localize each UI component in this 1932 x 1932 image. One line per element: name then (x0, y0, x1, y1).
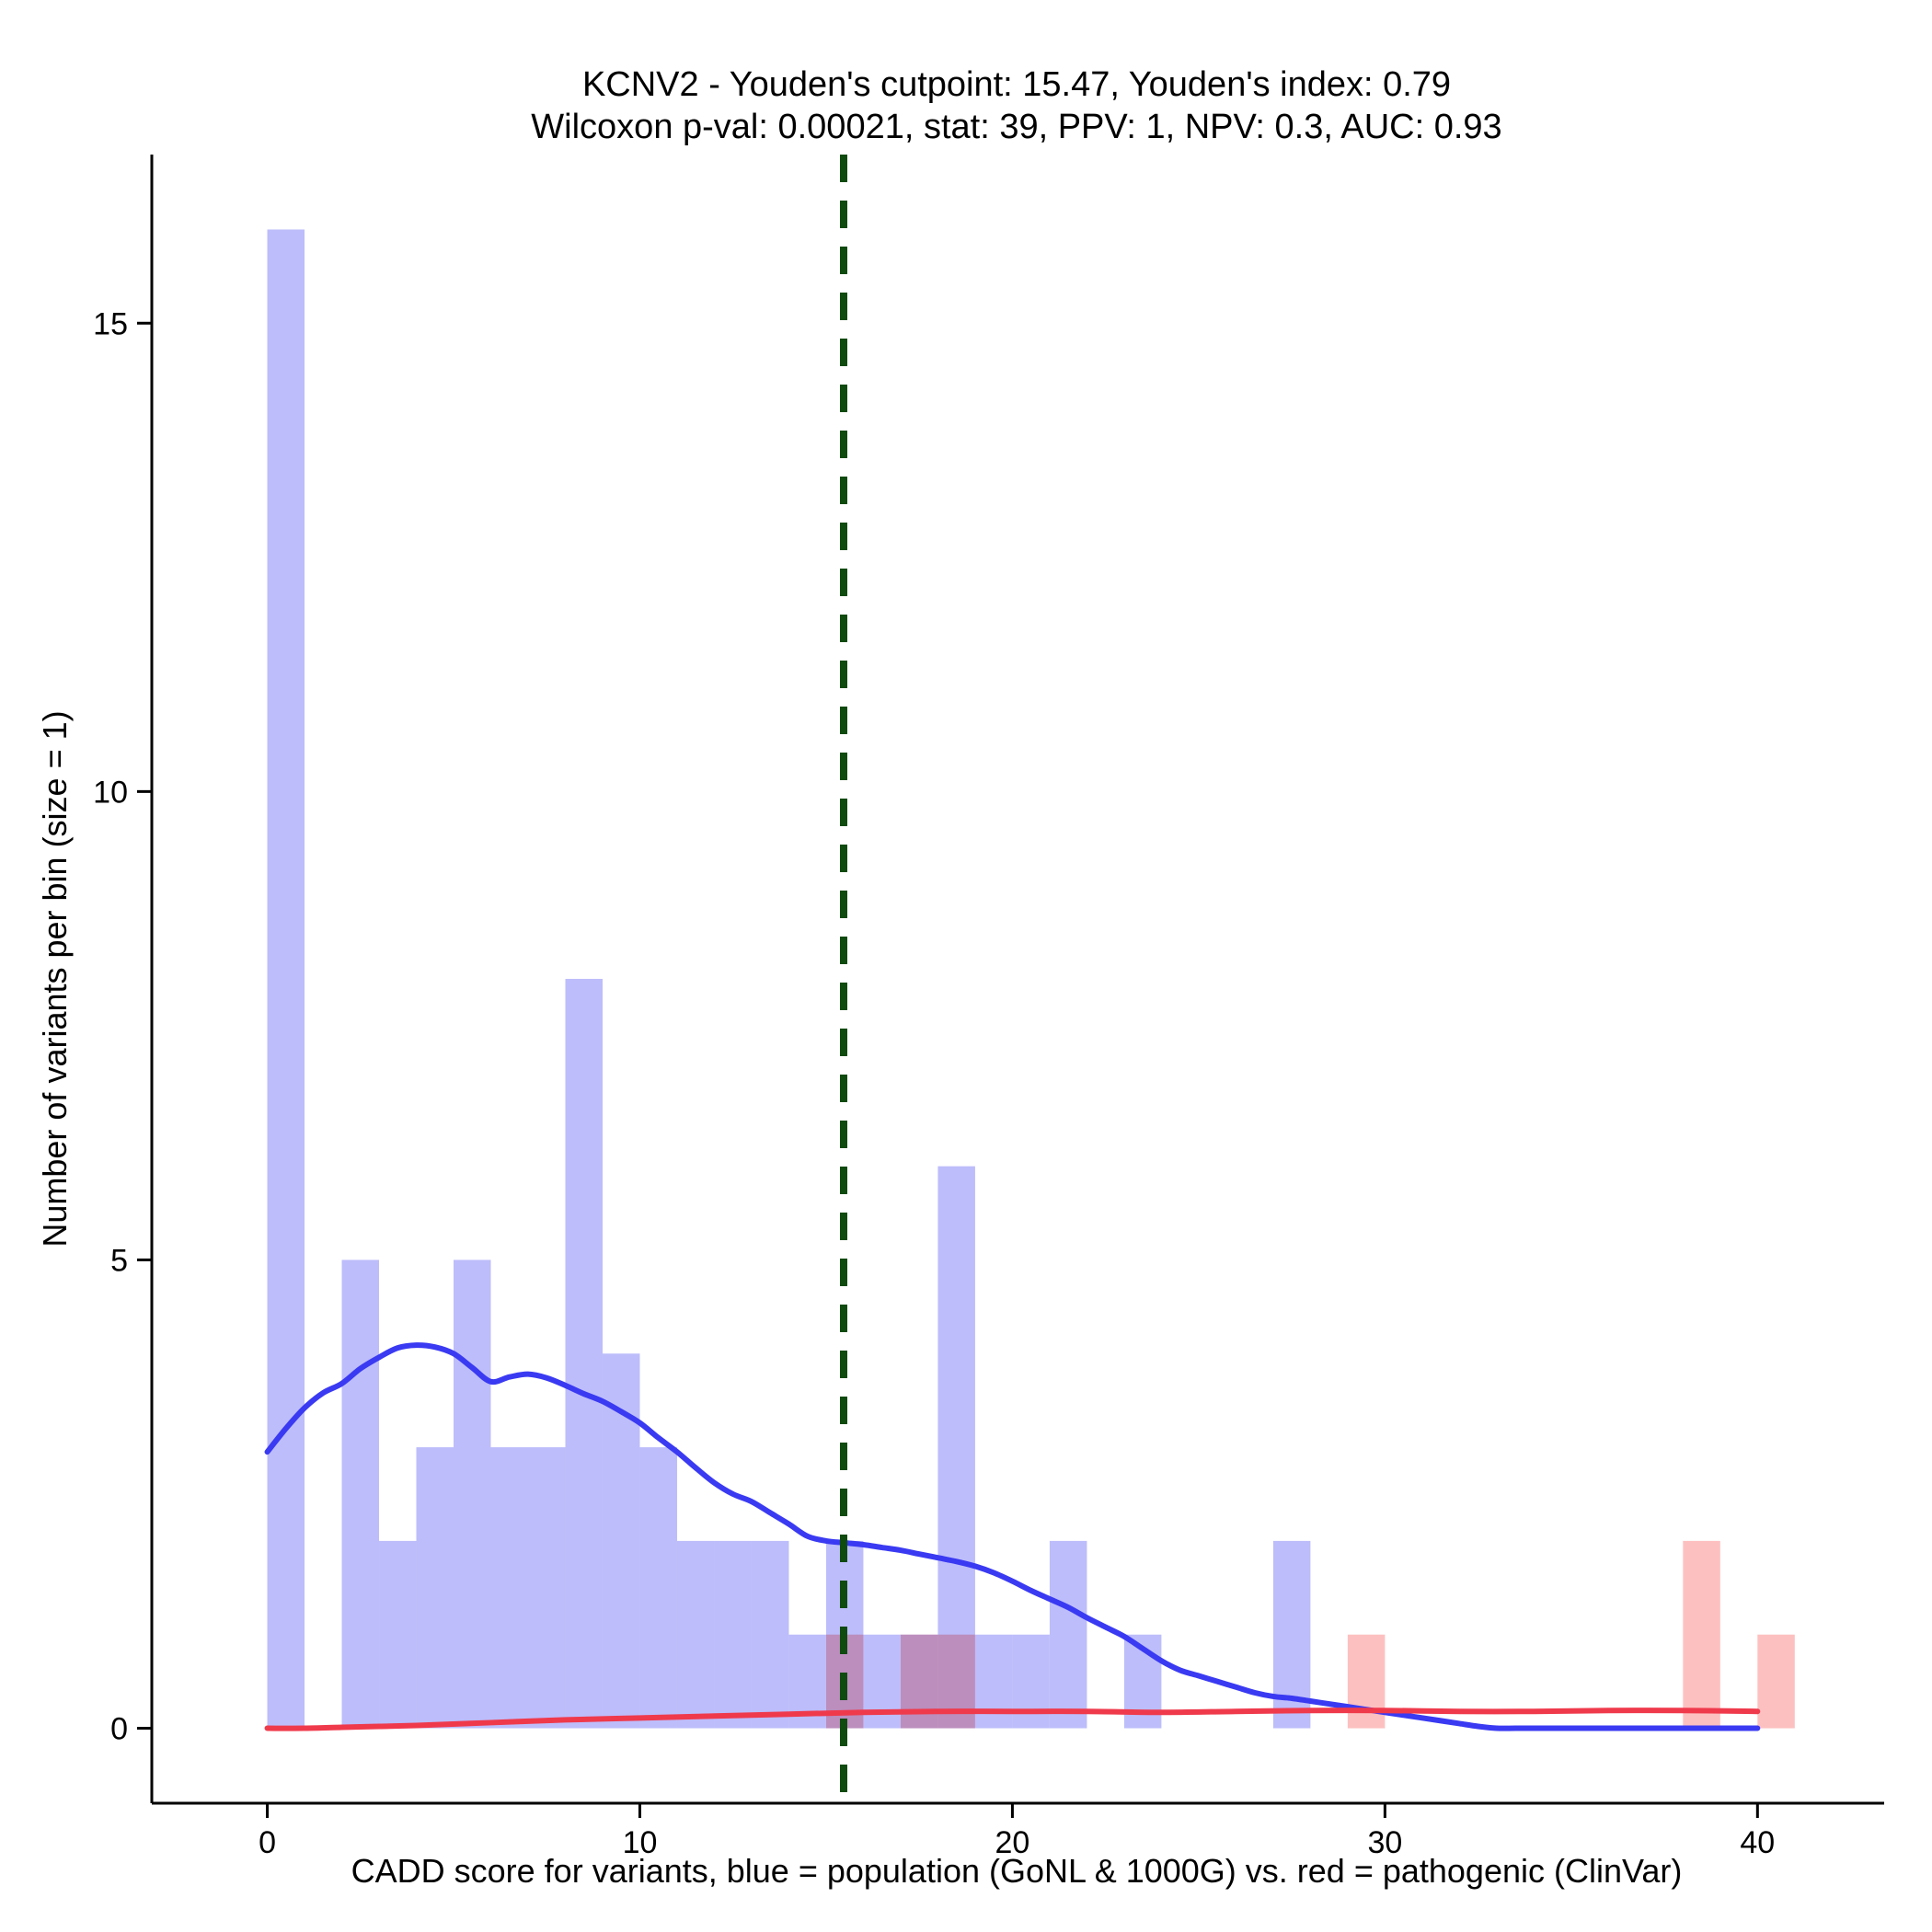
population-density-line (264, 1342, 1761, 1731)
population-bar-18 (974, 1634, 1013, 1729)
chart-title: KCNV2 - Youden's cutpoint: 15.47, Youden… (582, 65, 1451, 104)
population-bar-4 (454, 1259, 491, 1729)
population-bar-1 (341, 1259, 380, 1729)
pathogenic-bar-4 (1683, 1540, 1720, 1729)
population-bars (267, 229, 1311, 1729)
population-bar-11 (714, 1540, 752, 1729)
y-tick-label: 10 (93, 775, 128, 810)
x-tick-label: 20 (995, 1825, 1030, 1860)
population-bar-0 (267, 229, 305, 1729)
population-bar-20 (1049, 1540, 1087, 1729)
population-bar-10 (676, 1540, 715, 1729)
y-tick-label: 0 (110, 1712, 128, 1747)
density-curves (264, 1342, 1761, 1731)
population-bar-9 (639, 1447, 677, 1729)
y-axis-ticks: 0 5 10 15 (93, 306, 152, 1747)
population-bar-19 (1012, 1634, 1050, 1729)
x-tick-label: 30 (1367, 1825, 1402, 1860)
population-bar-6 (527, 1447, 566, 1729)
population-bar-5 (490, 1447, 528, 1729)
x-tick-label: 10 (623, 1825, 658, 1860)
x-tick-label: 0 (259, 1825, 276, 1860)
x-tick-label: 40 (1740, 1825, 1775, 1860)
population-bar-12 (751, 1540, 789, 1729)
population-bar-3 (416, 1447, 454, 1729)
pathogenic-density-line (264, 1708, 1761, 1731)
x-axis-ticks: 0 10 20 30 40 (259, 1803, 1775, 1860)
population-bar-7 (565, 979, 603, 1729)
chart-subtitle: Wilcoxon p-val: 0.00021, stat: 39, PPV: … (531, 108, 1501, 146)
pathogenic-bar-2 (937, 1634, 975, 1729)
pathogenic-bar-5 (1757, 1634, 1795, 1729)
y-axis-title: Number of variants per bin (size = 1) (36, 710, 74, 1247)
x-axis-title: CADD score for variants, blue = populati… (351, 1852, 1683, 1890)
population-bar-2 (379, 1540, 417, 1729)
y-tick-label: 15 (93, 306, 128, 341)
y-tick-label: 5 (110, 1243, 128, 1278)
